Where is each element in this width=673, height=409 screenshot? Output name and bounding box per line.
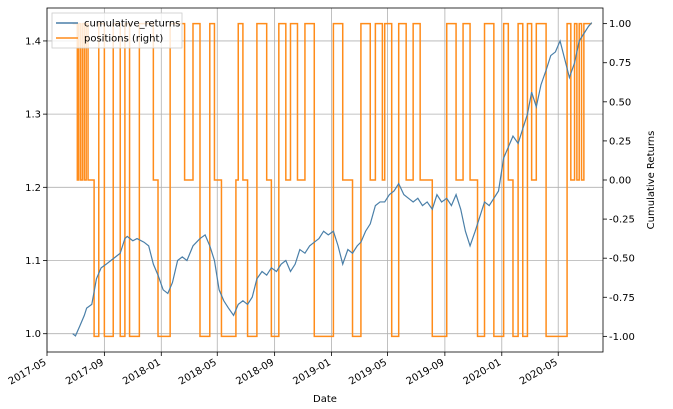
y-right-tick-label: 0.25: [609, 136, 631, 147]
y-right-tick-label: 0.00: [609, 176, 631, 187]
y-right-tick-label: -0.25: [609, 215, 635, 226]
y-right-tick-label: -0.75: [609, 293, 635, 304]
returns-series: [72, 22, 593, 337]
cumulative-returns-line: [72, 22, 593, 337]
y-right-tick-label: -1.00: [609, 332, 635, 343]
legend-box: [51, 12, 183, 49]
legend: cumulative_returns positions (right): [51, 12, 183, 49]
legend-label-returns: cumulative_returns: [84, 19, 180, 30]
legend-label-positions: positions (right): [84, 34, 163, 45]
y-right-tick-label: -0.50: [609, 254, 635, 265]
y-left-tick-label: 1.0: [25, 329, 41, 340]
y-axis-left-ticks: 1.0 1.1 1.2 1.3 1.4: [25, 36, 47, 340]
positions-series: [72, 22, 592, 338]
x-axis-label: Date: [313, 394, 337, 405]
y-left-tick-label: 1.3: [25, 110, 41, 121]
y-left-tick-label: 1.4: [25, 36, 41, 47]
y-right-tick-label: 0.50: [609, 97, 631, 108]
y-left-tick-label: 1.2: [25, 183, 41, 194]
y-axis-right-label: Cumulative Returns: [646, 131, 657, 230]
y-left-tick-label: 1.1: [25, 256, 41, 267]
y-axis-right-ticks: -1.00 -0.75 -0.50 -0.25 0.00 0.25 0.50 0.75 1.00: [603, 19, 635, 343]
positions-line: [72, 22, 592, 338]
y-right-tick-label: 0.75: [609, 58, 631, 69]
y-right-tick-label: 1.00: [609, 19, 631, 30]
